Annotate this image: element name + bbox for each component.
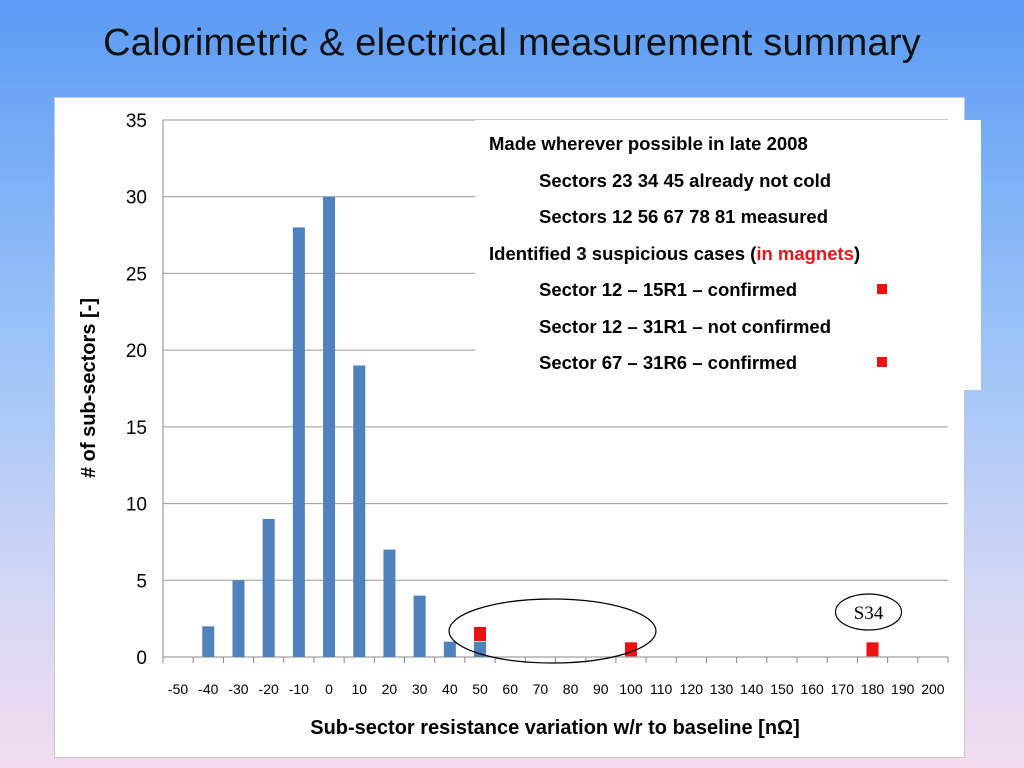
annotation-label: S34 (854, 603, 884, 624)
bar (323, 196, 336, 657)
note-line: Made wherever possible in late 2008 (489, 126, 969, 163)
x-tick-label: 70 (533, 681, 549, 697)
bar (413, 595, 426, 657)
annotations: S34 (448, 593, 903, 664)
bar (262, 518, 275, 657)
x-tick-label: 150 (770, 681, 794, 697)
bar (383, 549, 396, 657)
annotation-bubble (834, 593, 903, 631)
note-line: Sector 12 – 15R1 – confirmed (489, 272, 969, 309)
x-tick-label: -20 (259, 681, 279, 697)
x-tick-label: 180 (861, 681, 885, 697)
red-square-marker (877, 357, 887, 367)
x-tick-label: 140 (740, 681, 764, 697)
y-tick-label: 25 (126, 264, 147, 285)
bar (292, 227, 305, 657)
x-tick-label: 10 (351, 681, 367, 697)
x-tick-label: 90 (593, 681, 609, 697)
highlight-marker (474, 626, 487, 641)
histogram-chart: 0 5 10 15 20 25 30 35 -50 -40 -30 -20 -10 0 10 20 30 40 5… (78, 111, 949, 739)
note-text: Sector 12 – 15R1 – confirmed (539, 279, 798, 300)
note-line: Sectors 12 56 67 78 81 measured (489, 199, 969, 236)
x-axis-label: Sub-sector resistance variation w/r to b… (310, 717, 800, 739)
slide-title: Calorimetric & electrical measurement su… (103, 22, 921, 64)
note-text: Identified 3 suspicious cases ( (489, 242, 757, 264)
highlight-marker (624, 642, 637, 657)
bar (232, 580, 245, 657)
x-tick-label: 60 (502, 681, 518, 697)
note-line: Identified 3 suspicious cases (in magnet… (489, 236, 969, 273)
note-text: ) (853, 242, 861, 264)
notes-box: Made wherever possible in late 2008 Secto… (475, 120, 981, 390)
x-tick-label: 190 (891, 681, 915, 697)
x-tick-label: 110 (650, 681, 673, 697)
note-line: Sector 12 – 31R1 – not confirmed (489, 309, 969, 346)
note-text: Sectors 23 34 45 already not cold (539, 169, 832, 191)
x-tick-label: 30 (412, 681, 428, 697)
note-line: Sector 67 – 31R6 – confirmed (489, 345, 969, 382)
bars (202, 196, 487, 657)
x-tick-label: -50 (168, 681, 188, 697)
chart-panel: 0 5 10 15 20 25 30 35 -50 -40 -30 -20 -10 0 10 20 30 40 5… (54, 97, 981, 758)
y-tick-label: 30 (126, 188, 147, 209)
highlight-markers (474, 626, 879, 657)
y-axis-label: # of sub-sectors [-] (78, 298, 100, 478)
bar (202, 626, 215, 657)
x-tick-label: 100 (619, 681, 643, 697)
y-tick-labels: 0 5 10 15 20 25 30 35 (126, 111, 147, 669)
x-tick-label: 130 (710, 681, 734, 697)
red-square-marker (877, 284, 887, 294)
x-tick-label: -40 (198, 681, 218, 697)
note-text: Sector 12 – 31R1 – not confirmed (539, 315, 831, 337)
x-tick-labels: -50 -40 -30 -20 -10 0 10 20 30 40 50 60 70 80 90 100 110… (168, 681, 945, 697)
x-tick-label: 50 (472, 681, 488, 697)
bar (443, 641, 456, 657)
x-tick-label: -30 (228, 681, 248, 697)
y-tick-label: 5 (136, 571, 147, 592)
x-tick-label: 80 (563, 681, 579, 697)
note-line: Sectors 23 34 45 already not cold (489, 163, 969, 200)
y-tick-label: 10 (126, 495, 147, 516)
x-tick-label: 40 (442, 681, 458, 697)
y-tick-label: 20 (126, 341, 147, 362)
y-tick-label: 15 (126, 418, 147, 439)
circled-region (448, 598, 657, 664)
note-text: Made wherever possible in late 2008 (489, 133, 808, 154)
x-tick-label: 170 (831, 681, 855, 697)
x-tick-label: 120 (680, 681, 704, 697)
x-tick-label: -10 (289, 681, 309, 697)
bar (353, 365, 366, 657)
y-tick-label: 35 (126, 111, 147, 132)
x-tick-label: 200 (921, 681, 945, 697)
highlight-marker (866, 642, 879, 657)
note-text: Sector 67 – 31R6 – confirmed (539, 352, 798, 373)
x-tick-label: 0 (325, 681, 333, 697)
x-tick-label: 160 (800, 681, 824, 697)
note-text: Sectors 12 56 67 78 81 measured (539, 206, 828, 227)
y-tick-label: 0 (136, 648, 147, 669)
x-tick-label: 20 (382, 681, 398, 697)
note-accent-text: in magnets (756, 242, 854, 264)
